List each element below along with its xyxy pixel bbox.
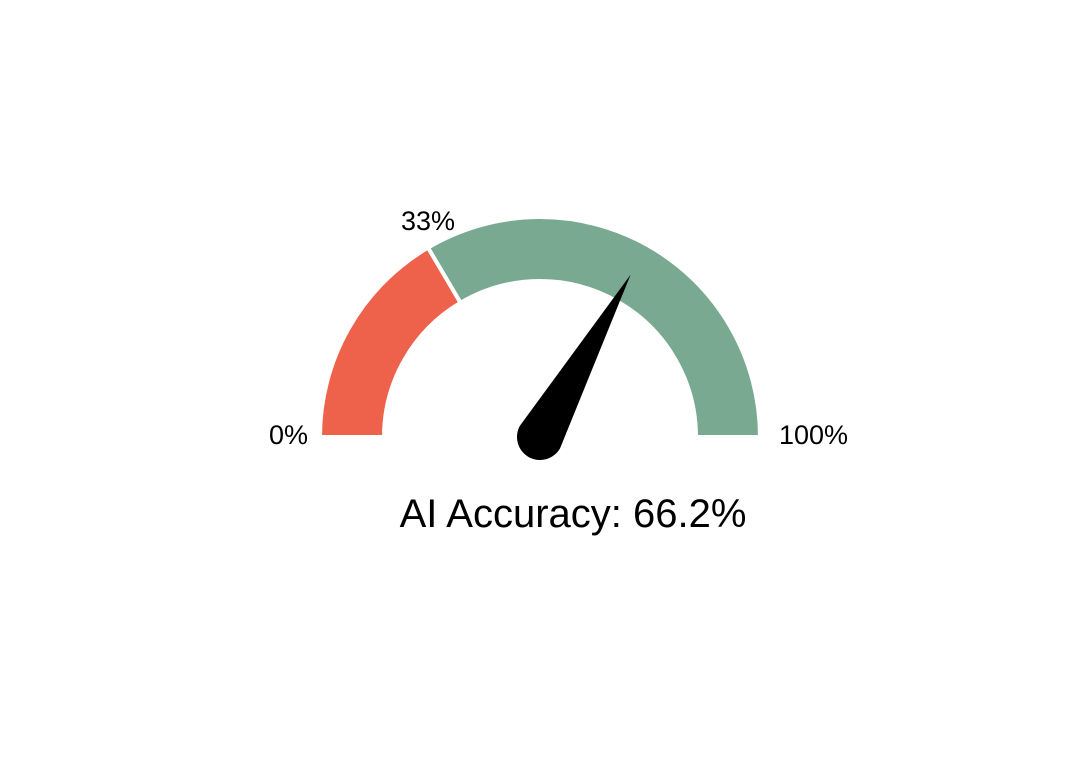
gauge-segment-1: [425, 215, 763, 439]
gauge-needle: [516, 274, 631, 461]
gauge-segment-0: [317, 244, 464, 439]
gauge-segments: [317, 215, 763, 439]
gauge-tick-label-0: 0%: [269, 420, 308, 450]
gauge-tick-label-2: 100%: [779, 420, 848, 450]
gauge-tick-labels: 0% 33% 100%: [269, 206, 848, 450]
gauge-needle-group: [516, 274, 631, 461]
gauge-title: AI Accuracy: 66.2%: [400, 492, 747, 536]
gauge-tick-label-1: 33%: [401, 206, 455, 236]
